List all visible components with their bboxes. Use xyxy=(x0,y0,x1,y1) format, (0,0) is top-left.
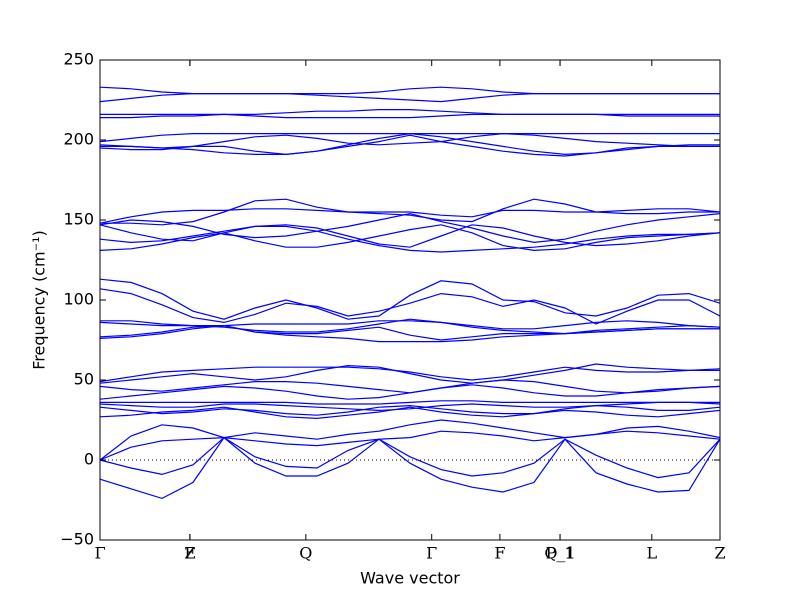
band-line xyxy=(99,288,721,325)
band-line xyxy=(99,401,721,412)
x-tick-label: Γ xyxy=(94,544,105,563)
y-tick-label: −50 xyxy=(60,530,94,549)
y-tick-label: 100 xyxy=(63,290,94,309)
band-line xyxy=(100,108,720,116)
y-tick-label: 50 xyxy=(74,370,94,389)
x-tick-label: Γ xyxy=(426,544,437,563)
band-line xyxy=(99,419,721,461)
band-line xyxy=(99,436,721,500)
band-line xyxy=(99,363,720,384)
band-line xyxy=(100,400,720,405)
x-tick-label: Q xyxy=(299,544,312,563)
band-line xyxy=(99,436,721,479)
y-axis-label: Frequency (cm⁻¹) xyxy=(30,230,49,369)
y-tick-label: 150 xyxy=(63,210,94,229)
band-line xyxy=(99,366,721,383)
x-tick-label: F xyxy=(184,544,195,563)
band-line xyxy=(99,430,721,461)
x-tick-label: P_1 xyxy=(546,544,575,563)
y-tick-label: 200 xyxy=(63,130,94,149)
band-line xyxy=(99,404,721,416)
band-line xyxy=(99,224,721,248)
y-tick-label: 250 xyxy=(63,50,94,69)
band-line xyxy=(99,208,721,224)
band-line xyxy=(99,324,720,343)
band-line xyxy=(99,212,721,244)
x-tick-label: F xyxy=(494,544,505,563)
y-tick-label: 0 xyxy=(84,450,94,469)
band-line xyxy=(99,278,721,320)
band-line xyxy=(99,224,721,252)
x-tick-label: Q_1 xyxy=(544,544,575,563)
band-line xyxy=(99,384,721,400)
band-line xyxy=(99,132,720,156)
x-tick-label: L xyxy=(646,544,657,563)
band-line xyxy=(99,132,720,149)
band-line xyxy=(100,113,720,119)
band-line xyxy=(99,224,721,253)
band-line xyxy=(99,406,721,420)
band-line xyxy=(100,198,720,226)
band-line xyxy=(99,92,720,103)
x-tick-label: Z xyxy=(184,544,195,563)
x-axis-label: Wave vector xyxy=(360,569,460,588)
x-tick-label: Z xyxy=(714,544,725,563)
plot-frame xyxy=(99,59,721,541)
band-line xyxy=(100,134,720,157)
